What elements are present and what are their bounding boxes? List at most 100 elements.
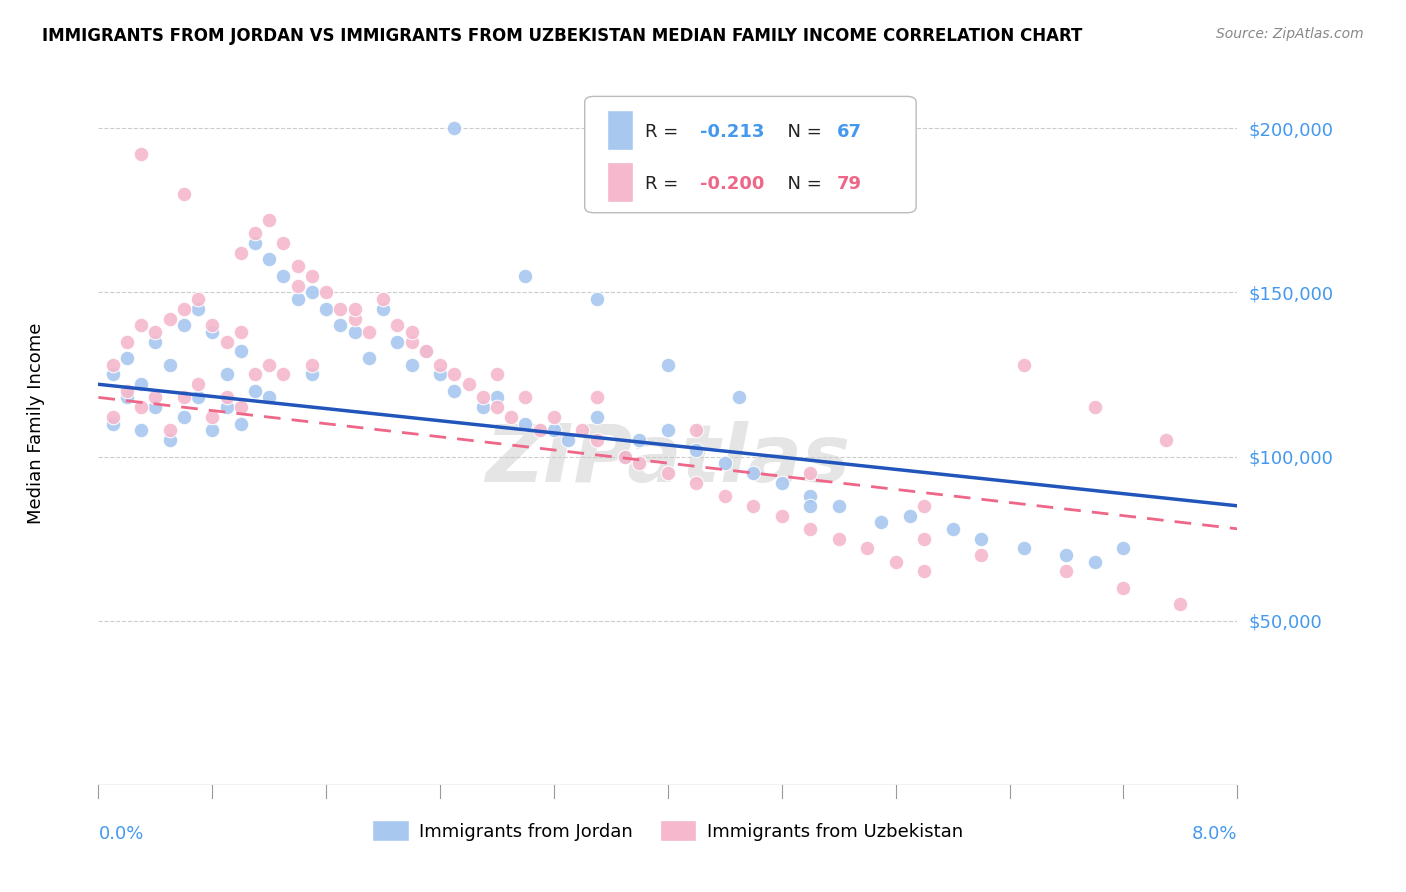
Point xyxy=(301,268,323,283)
Point xyxy=(486,401,509,415)
Point xyxy=(301,285,323,300)
Point xyxy=(1084,401,1107,415)
Point xyxy=(1154,433,1177,447)
Point xyxy=(571,423,593,437)
Point xyxy=(115,334,138,349)
Point xyxy=(1056,548,1078,562)
Text: 67: 67 xyxy=(837,122,862,141)
Point xyxy=(201,410,224,425)
Point xyxy=(515,268,537,283)
Text: Median Family Income: Median Family Income xyxy=(27,323,45,524)
Text: -0.213: -0.213 xyxy=(700,122,763,141)
Point xyxy=(614,450,637,464)
Point xyxy=(259,252,281,267)
Point xyxy=(129,423,152,437)
Point xyxy=(1112,581,1135,595)
Point xyxy=(343,311,366,326)
Point xyxy=(129,377,152,392)
FancyBboxPatch shape xyxy=(607,110,633,150)
Point xyxy=(970,548,993,562)
Point xyxy=(401,334,423,349)
Point xyxy=(657,466,679,480)
Point xyxy=(543,410,565,425)
Point xyxy=(115,391,138,405)
Point xyxy=(429,358,451,372)
Text: N =: N = xyxy=(776,122,828,141)
Point xyxy=(101,368,124,382)
Point xyxy=(585,433,607,447)
Point xyxy=(1084,555,1107,569)
Point xyxy=(115,351,138,365)
Point xyxy=(101,410,124,425)
Text: 79: 79 xyxy=(837,175,862,193)
Point xyxy=(159,311,181,326)
Text: R =: R = xyxy=(645,175,685,193)
Point xyxy=(129,318,152,333)
Point xyxy=(273,268,295,283)
Point xyxy=(443,121,465,136)
Point xyxy=(101,358,124,372)
Point xyxy=(515,417,537,431)
Point xyxy=(129,147,152,161)
Point xyxy=(229,246,252,260)
Point xyxy=(173,186,195,201)
Point xyxy=(273,235,295,250)
Point xyxy=(215,401,238,415)
Point xyxy=(329,318,352,333)
Point xyxy=(357,351,380,365)
Legend: Immigrants from Jordan, Immigrants from Uzbekistan: Immigrants from Jordan, Immigrants from … xyxy=(366,813,970,848)
Point xyxy=(799,466,821,480)
Point xyxy=(145,325,167,339)
Text: 8.0%: 8.0% xyxy=(1192,825,1237,843)
Point xyxy=(187,292,209,306)
Point xyxy=(657,423,679,437)
Point xyxy=(942,522,965,536)
Point xyxy=(343,301,366,316)
Point xyxy=(770,475,793,490)
Point xyxy=(742,499,765,513)
Point xyxy=(343,325,366,339)
Point xyxy=(614,450,637,464)
Point xyxy=(799,489,821,503)
Point xyxy=(243,226,266,240)
Point xyxy=(401,358,423,372)
Point xyxy=(486,368,509,382)
Point xyxy=(457,377,479,392)
Text: 0.0%: 0.0% xyxy=(98,825,143,843)
Point xyxy=(371,292,394,306)
Point xyxy=(243,368,266,382)
Point xyxy=(173,318,195,333)
Point xyxy=(898,508,921,523)
Point xyxy=(429,368,451,382)
Point xyxy=(443,384,465,398)
Text: -0.200: -0.200 xyxy=(700,175,763,193)
Point xyxy=(259,358,281,372)
Point xyxy=(970,532,993,546)
Point xyxy=(229,401,252,415)
Point xyxy=(329,301,352,316)
Point xyxy=(243,384,266,398)
Point xyxy=(628,433,651,447)
Point xyxy=(145,401,167,415)
Point xyxy=(471,391,494,405)
Point xyxy=(415,344,437,359)
Point xyxy=(159,423,181,437)
Point xyxy=(145,334,167,349)
Point xyxy=(387,318,409,333)
Point xyxy=(870,515,893,529)
Point xyxy=(159,358,181,372)
Text: N =: N = xyxy=(776,175,828,193)
Point xyxy=(201,423,224,437)
Text: IMMIGRANTS FROM JORDAN VS IMMIGRANTS FROM UZBEKISTAN MEDIAN FAMILY INCOME CORREL: IMMIGRANTS FROM JORDAN VS IMMIGRANTS FRO… xyxy=(42,27,1083,45)
Point xyxy=(201,325,224,339)
Text: Source: ZipAtlas.com: Source: ZipAtlas.com xyxy=(1216,27,1364,41)
Point xyxy=(1112,541,1135,556)
Point xyxy=(557,433,579,447)
Point xyxy=(685,475,707,490)
Point xyxy=(315,285,337,300)
Point xyxy=(401,325,423,339)
Point xyxy=(501,410,523,425)
Point xyxy=(685,423,707,437)
Point xyxy=(287,278,309,293)
Point xyxy=(912,532,935,546)
